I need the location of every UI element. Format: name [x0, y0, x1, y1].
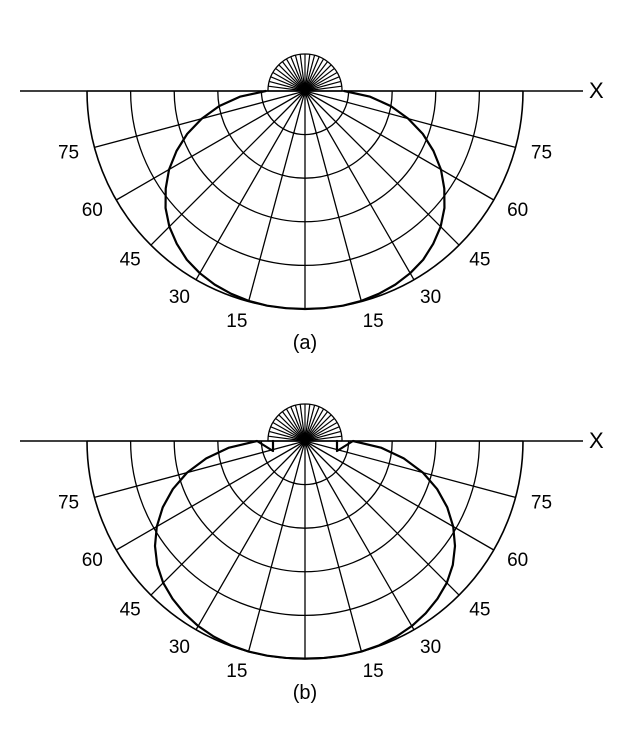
- angle-tick-label: 60: [82, 200, 103, 221]
- polar-spoke: [305, 441, 459, 595]
- angle-tick-label: 45: [120, 599, 141, 620]
- angle-tick-label: 30: [169, 287, 190, 308]
- angle-tick-label: 15: [226, 661, 247, 682]
- angle-tick-label: 45: [120, 249, 141, 270]
- angle-tick-label: 15: [363, 661, 384, 682]
- angle-tick-label: 15: [226, 311, 247, 332]
- polar-spoke: [196, 441, 305, 630]
- angle-tick-label: 45: [469, 249, 490, 270]
- polar-spoke: [94, 91, 305, 147]
- polar-spoke: [116, 91, 305, 200]
- angle-tick-label: 75: [58, 143, 79, 164]
- polar-spoke: [305, 91, 459, 245]
- panel-sub-label: (a): [293, 332, 317, 354]
- polar-diagram-figure: X 15 15 30 30 45 45 60 60 75 75 (a) X 15 15 30 30 45 45 60 6…: [0, 0, 640, 740]
- angle-tick-label: 60: [507, 200, 528, 221]
- angle-tick-label: 75: [531, 143, 552, 164]
- polar-spoke: [305, 91, 494, 200]
- angle-tick-label: 30: [169, 637, 190, 658]
- panel-sub-label: (b): [293, 682, 317, 704]
- polar-spoke: [196, 91, 305, 280]
- angle-tick-label: 15: [363, 311, 384, 332]
- polar-spoke: [305, 91, 516, 147]
- polar-spoke: [305, 441, 361, 652]
- x-axis-label: X: [589, 428, 604, 453]
- polar-spoke: [151, 441, 305, 595]
- angle-tick-label: 30: [420, 287, 441, 308]
- angle-tick-label: 75: [531, 493, 552, 514]
- angle-tick-label: 75: [58, 493, 79, 514]
- angle-tick-label: 45: [469, 599, 490, 620]
- x-axis-label: X: [589, 78, 604, 103]
- angle-tick-label: 60: [507, 550, 528, 571]
- polar-spoke: [249, 91, 305, 302]
- angle-tick-label: 60: [82, 550, 103, 571]
- polar-spoke: [305, 91, 414, 280]
- polar-spoke: [305, 91, 361, 302]
- polar-spoke: [305, 441, 414, 630]
- polar-spoke: [249, 441, 305, 652]
- polar-spoke: [151, 91, 305, 245]
- angle-tick-label: 30: [420, 637, 441, 658]
